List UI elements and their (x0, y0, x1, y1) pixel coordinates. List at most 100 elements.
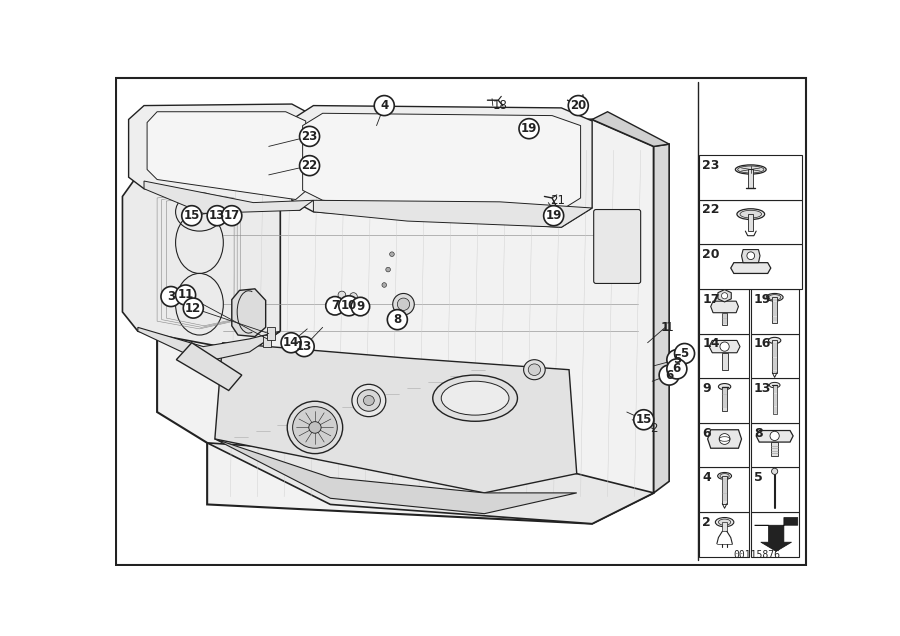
Bar (751, 423, 799, 467)
Text: 5: 5 (680, 347, 688, 360)
Text: 15: 15 (635, 413, 652, 426)
Text: 20: 20 (702, 248, 720, 261)
Text: 5: 5 (672, 353, 681, 366)
Text: 21: 21 (551, 194, 565, 207)
Text: 6: 6 (702, 427, 711, 439)
Circle shape (349, 293, 357, 300)
Polygon shape (742, 249, 760, 263)
Polygon shape (207, 443, 653, 523)
Text: 4: 4 (380, 99, 389, 112)
Text: 13: 13 (209, 209, 225, 222)
Circle shape (392, 293, 414, 315)
Circle shape (351, 297, 370, 316)
Bar (722, 353, 728, 370)
Circle shape (544, 205, 563, 226)
Text: 23: 23 (302, 130, 318, 143)
Circle shape (722, 293, 728, 299)
Ellipse shape (309, 422, 321, 433)
Circle shape (747, 252, 754, 259)
Ellipse shape (737, 209, 765, 219)
Circle shape (397, 298, 410, 310)
Text: 10: 10 (341, 300, 357, 312)
Bar (770, 442, 778, 456)
Polygon shape (653, 144, 669, 493)
Bar (722, 313, 727, 325)
Text: 13: 13 (754, 382, 771, 395)
Ellipse shape (352, 384, 386, 417)
Ellipse shape (718, 384, 731, 390)
Text: 6: 6 (672, 363, 681, 375)
Polygon shape (232, 289, 266, 336)
Circle shape (294, 336, 314, 357)
Ellipse shape (738, 166, 764, 173)
Bar (699, 333, 749, 378)
Ellipse shape (357, 390, 381, 411)
Circle shape (667, 350, 687, 370)
Text: 11: 11 (177, 289, 194, 301)
Bar (264, 335, 271, 347)
Ellipse shape (717, 473, 732, 480)
Polygon shape (718, 289, 732, 302)
Ellipse shape (770, 382, 780, 388)
Ellipse shape (364, 396, 374, 406)
Bar (772, 340, 777, 373)
Text: 12: 12 (185, 301, 202, 315)
Circle shape (387, 310, 408, 329)
Text: 20: 20 (571, 99, 587, 112)
Ellipse shape (292, 406, 338, 448)
Text: 23: 23 (702, 159, 720, 172)
Polygon shape (158, 120, 653, 523)
Circle shape (674, 343, 695, 364)
Bar (723, 476, 727, 504)
Text: 1: 1 (665, 321, 673, 334)
Polygon shape (592, 112, 669, 146)
Text: 00115876: 00115876 (734, 550, 781, 560)
Bar (749, 169, 753, 188)
Circle shape (326, 296, 344, 315)
Ellipse shape (740, 211, 761, 218)
Circle shape (207, 205, 227, 226)
Polygon shape (144, 181, 313, 214)
Text: 18: 18 (493, 99, 508, 112)
Bar (699, 155, 802, 200)
Text: 6: 6 (665, 369, 673, 382)
Circle shape (667, 359, 687, 379)
Ellipse shape (718, 519, 731, 525)
Circle shape (771, 468, 778, 474)
Circle shape (634, 410, 653, 430)
Circle shape (184, 298, 203, 318)
Polygon shape (292, 106, 592, 227)
Text: 1: 1 (661, 321, 670, 334)
Polygon shape (215, 343, 577, 493)
Bar (699, 244, 802, 289)
Circle shape (182, 205, 202, 226)
Polygon shape (754, 518, 797, 551)
Polygon shape (138, 328, 280, 362)
Bar (773, 385, 777, 414)
Circle shape (568, 95, 589, 116)
Ellipse shape (441, 381, 509, 415)
Bar (699, 378, 749, 423)
Bar (751, 333, 799, 378)
Text: 7: 7 (331, 300, 339, 312)
Ellipse shape (769, 294, 781, 300)
Ellipse shape (735, 165, 766, 174)
Circle shape (382, 282, 387, 287)
Ellipse shape (287, 401, 343, 453)
Text: 4: 4 (702, 471, 711, 485)
Text: 8: 8 (754, 427, 762, 439)
Polygon shape (756, 431, 793, 442)
Text: 19: 19 (521, 122, 537, 135)
Polygon shape (129, 104, 313, 211)
Polygon shape (302, 113, 580, 216)
Text: 14: 14 (283, 336, 300, 349)
Polygon shape (215, 439, 577, 514)
Polygon shape (711, 301, 738, 313)
Text: 14: 14 (702, 337, 720, 350)
Polygon shape (709, 340, 740, 353)
Bar (751, 289, 799, 333)
Text: 22: 22 (302, 159, 318, 172)
Text: 5: 5 (754, 471, 762, 485)
Ellipse shape (524, 360, 545, 380)
Text: 22: 22 (702, 204, 720, 216)
